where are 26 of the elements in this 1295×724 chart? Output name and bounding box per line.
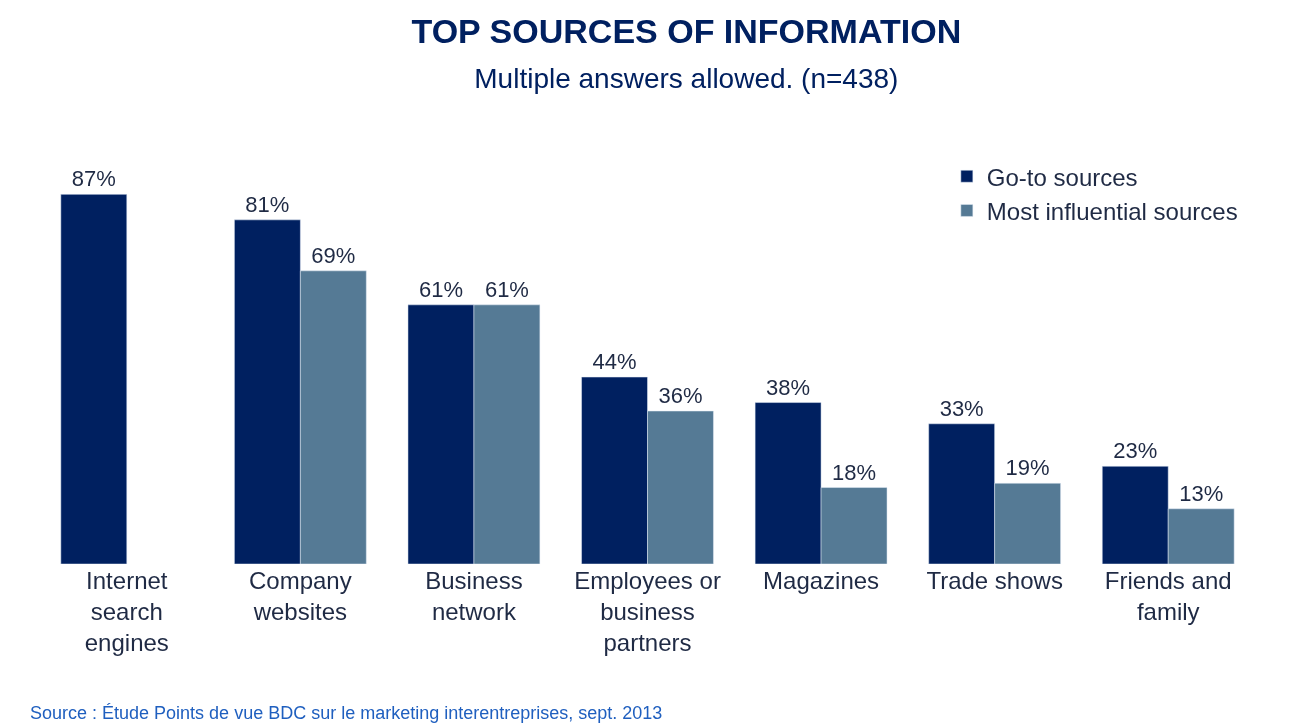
data-label: 23% bbox=[1113, 438, 1158, 464]
x-tick-label: Employees or business partners bbox=[574, 567, 721, 657]
source-note: Source : Étude Points de vue BDC sur le marketing interentreprises, sept. 2013 bbox=[30, 703, 663, 723]
legend-label: Most influential sources bbox=[986, 197, 1238, 225]
x-tick-label: Magazines bbox=[763, 567, 880, 594]
data-label: 44% bbox=[592, 349, 637, 375]
bar bbox=[60, 194, 128, 564]
data-label: 61% bbox=[418, 276, 463, 302]
chart-title: TOP SOURCES OF INFORMATION bbox=[411, 12, 962, 51]
data-label: 81% bbox=[245, 191, 290, 217]
data-label: 36% bbox=[658, 383, 703, 409]
data-label: 33% bbox=[939, 395, 984, 421]
legend-label: Go-to sources bbox=[986, 163, 1138, 191]
x-tick-label: Friends and family bbox=[1104, 567, 1232, 626]
data-label: 69% bbox=[311, 242, 356, 268]
x-tick-label: Business network bbox=[425, 567, 523, 626]
x-tick-label: Company websites bbox=[249, 567, 352, 626]
chart-subtitle: Multiple answers allowed. (n=438) bbox=[474, 62, 899, 94]
data-label: 13% bbox=[1179, 480, 1224, 506]
data-label: 19% bbox=[1005, 455, 1050, 481]
data-label: 87% bbox=[71, 166, 116, 192]
x-tick-label: Trade shows bbox=[926, 567, 1063, 594]
data-label: 18% bbox=[832, 459, 877, 485]
x-tick-label: Internet search engines bbox=[84, 567, 169, 657]
data-label: 38% bbox=[766, 374, 811, 400]
data-label: 61% bbox=[484, 276, 529, 302]
